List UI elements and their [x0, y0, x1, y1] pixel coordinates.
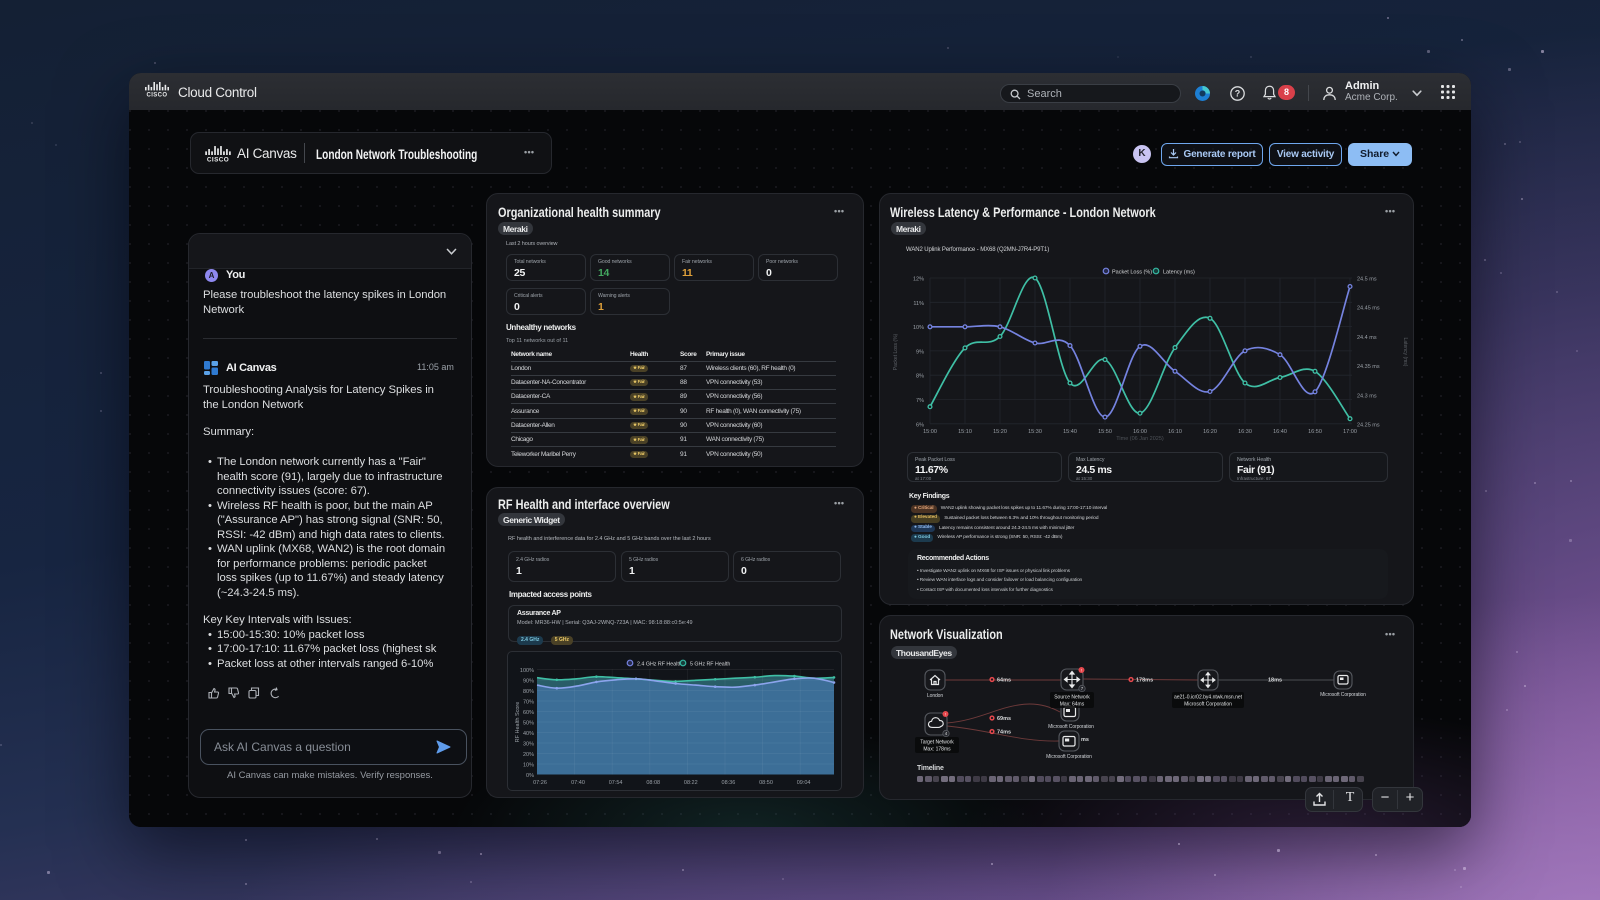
svg-text:16:20: 16:20: [1203, 429, 1217, 435]
svg-text:16:10: 16:10: [1168, 429, 1182, 435]
svg-text:6%: 6%: [916, 422, 924, 428]
svg-text:ae21-0.icr02.by4.ntwk.msn.net: ae21-0.icr02.by4.ntwk.msn.net: [1174, 695, 1243, 701]
svg-text:09:04: 09:04: [797, 780, 811, 786]
svg-text:24.4 ms: 24.4 ms: [1357, 335, 1377, 341]
svg-text:Microsoft Corporation: Microsoft Corporation: [1048, 724, 1094, 730]
svg-text:12%: 12%: [913, 277, 924, 283]
svg-text:07:26: 07:26: [533, 780, 547, 786]
svg-text:24.25 ms: 24.25 ms: [1357, 423, 1380, 429]
svg-text:16:50: 16:50: [1308, 429, 1322, 435]
svg-text:178ms: 178ms: [1136, 678, 1153, 684]
svg-text:5 GHz RF Health: 5 GHz RF Health: [690, 661, 730, 667]
svg-text:07:40: 07:40: [571, 780, 585, 786]
svg-text:08:36: 08:36: [722, 780, 736, 786]
svg-text:74ms: 74ms: [997, 730, 1011, 736]
svg-text:20%: 20%: [523, 752, 534, 758]
svg-text:Time (06 Jan 2025): Time (06 Jan 2025): [1116, 436, 1164, 442]
svg-text:50%: 50%: [523, 721, 534, 727]
svg-text:Microsoft Corporation: Microsoft Corporation: [1184, 702, 1232, 708]
svg-text:Target Network: Target Network: [920, 740, 954, 746]
svg-text:!: !: [945, 712, 946, 717]
svg-text:100%: 100%: [520, 668, 534, 674]
svg-text:24.35 ms: 24.35 ms: [1357, 364, 1380, 370]
svg-text:Latency (ms): Latency (ms): [1163, 269, 1195, 275]
svg-text:!: !: [1081, 668, 1082, 673]
svg-text:64ms: 64ms: [997, 678, 1011, 684]
svg-text:18ms: 18ms: [1268, 678, 1282, 684]
svg-text:2.4 GHz RF Health: 2.4 GHz RF Health: [637, 661, 682, 667]
svg-text:Microsoft Corporation: Microsoft Corporation: [1046, 754, 1092, 760]
svg-text:Packet Loss (%): Packet Loss (%): [1112, 269, 1152, 275]
svg-text:69ms: 69ms: [997, 716, 1011, 722]
svg-text:15:40: 15:40: [1063, 429, 1077, 435]
svg-text:10%: 10%: [523, 763, 534, 769]
svg-text:Source Network: Source Network: [1054, 695, 1090, 701]
svg-text:7%: 7%: [916, 398, 924, 404]
svg-text:7: 7: [1081, 686, 1084, 691]
svg-text:24.45 ms: 24.45 ms: [1357, 306, 1380, 312]
svg-text:08:22: 08:22: [684, 780, 698, 786]
svg-text:Max: 64ms: Max: 64ms: [1060, 702, 1085, 708]
svg-text:16:00: 16:00: [1133, 429, 1147, 435]
svg-text:0%: 0%: [526, 773, 534, 779]
svg-text:11%: 11%: [913, 301, 924, 307]
svg-text:60%: 60%: [523, 710, 534, 716]
svg-text:10%: 10%: [913, 325, 924, 331]
svg-text:4: 4: [945, 731, 948, 736]
svg-text:CISCO: CISCO: [146, 93, 167, 97]
svg-text:?: ?: [1235, 89, 1241, 99]
svg-text:CISCO: CISCO: [207, 157, 229, 162]
svg-text:08:08: 08:08: [646, 780, 660, 786]
svg-text:17:00: 17:00: [1343, 429, 1357, 435]
svg-text:15:30: 15:30: [1028, 429, 1042, 435]
svg-text:9%: 9%: [916, 349, 924, 355]
svg-text:8%: 8%: [916, 374, 924, 380]
svg-text:40%: 40%: [523, 731, 534, 737]
svg-text:Microsoft Corporation: Microsoft Corporation: [1320, 692, 1366, 698]
svg-text:Max: 178ms: Max: 178ms: [923, 747, 951, 753]
svg-text:15:10: 15:10: [958, 429, 972, 435]
svg-text:RF Health Score: RF Health Score: [515, 702, 521, 743]
svg-text:07:54: 07:54: [609, 780, 623, 786]
svg-text:15:00: 15:00: [923, 429, 937, 435]
svg-text:80%: 80%: [523, 689, 534, 695]
svg-text:24.3 ms: 24.3 ms: [1357, 393, 1377, 399]
svg-text:24.5 ms: 24.5 ms: [1357, 277, 1377, 283]
svg-text:Packet Loss (%): Packet Loss (%): [893, 333, 899, 370]
svg-text:15:20: 15:20: [993, 429, 1007, 435]
svg-text:London: London: [927, 693, 943, 699]
svg-text:90%: 90%: [523, 679, 534, 685]
svg-text:Latency (ms): Latency (ms): [1402, 338, 1408, 367]
svg-text:ms: ms: [1081, 737, 1089, 743]
svg-text:08:50: 08:50: [759, 780, 773, 786]
svg-text:70%: 70%: [523, 700, 534, 706]
svg-text:16:40: 16:40: [1273, 429, 1287, 435]
svg-text:30%: 30%: [523, 742, 534, 748]
svg-text:15:50: 15:50: [1098, 429, 1112, 435]
svg-text:16:30: 16:30: [1238, 429, 1252, 435]
